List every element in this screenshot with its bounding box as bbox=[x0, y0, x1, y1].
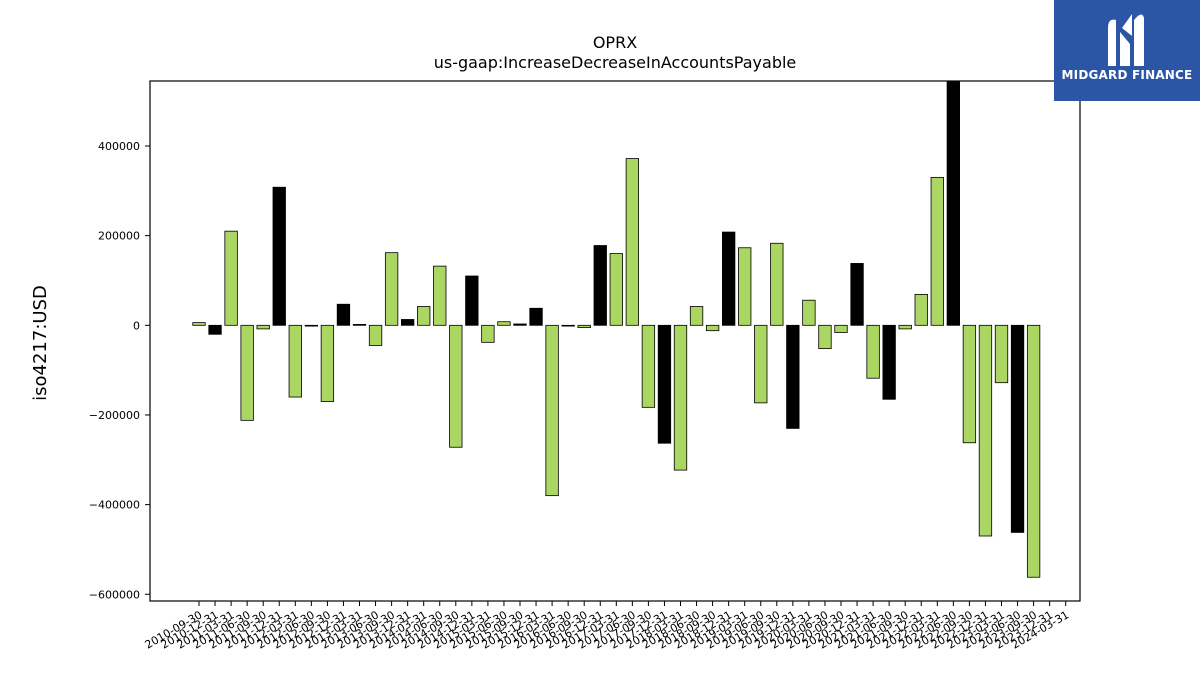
bar-2018-12-31 bbox=[722, 231, 736, 326]
bar-2021-06-30 bbox=[882, 324, 896, 400]
bar-2012-06-30 bbox=[304, 324, 319, 327]
bar-2018-09-30 bbox=[705, 324, 720, 332]
bar-2019-06-30 bbox=[754, 324, 768, 404]
bar-2020-03-31 bbox=[802, 299, 816, 326]
bar-2014-09-30 bbox=[449, 324, 463, 448]
bar-2017-03-31 bbox=[609, 253, 623, 326]
bar-2014-03-31 bbox=[417, 306, 431, 326]
bar-2014-12-31 bbox=[465, 275, 479, 326]
bar-2020-09-30 bbox=[834, 324, 848, 333]
bar-2015-03-31 bbox=[481, 324, 495, 343]
bar-2018-06-30 bbox=[689, 306, 704, 326]
bar-2022-12-31 bbox=[978, 324, 993, 537]
y-tick-label: 200000 bbox=[98, 230, 140, 243]
chart-subtitle: us-gaap:IncreaseDecreaseInAccountsPayabl… bbox=[434, 53, 797, 72]
bar-2011-06-30 bbox=[240, 324, 254, 421]
bar-2011-12-31 bbox=[272, 186, 286, 326]
bar-2022-03-31 bbox=[930, 176, 944, 326]
bar-2012-12-31 bbox=[336, 303, 351, 326]
bar-2020-06-30 bbox=[818, 324, 832, 350]
chart-title: OPRX bbox=[593, 33, 637, 52]
bar-2019-09-30 bbox=[770, 242, 784, 326]
bar-2019-03-31 bbox=[738, 247, 752, 326]
bar-2014-06-30 bbox=[433, 265, 447, 326]
bar-2017-06-30 bbox=[625, 158, 639, 326]
bar-2021-12-31 bbox=[914, 293, 928, 326]
y-axis-label: iso4217:USD bbox=[30, 285, 51, 401]
bar-2021-09-30 bbox=[898, 324, 912, 330]
bar-2022-09-30 bbox=[962, 324, 977, 444]
y-tick-label: −600000 bbox=[89, 588, 140, 601]
midgard-logo-icon bbox=[1108, 14, 1144, 67]
bar-2016-06-30 bbox=[561, 324, 575, 327]
y-tick-label: 400000 bbox=[98, 140, 140, 153]
bar-2021-03-31 bbox=[866, 324, 880, 379]
bar-2016-09-30 bbox=[577, 324, 591, 328]
bar-2019-12-31 bbox=[786, 324, 800, 429]
bar-2017-09-30 bbox=[641, 324, 656, 408]
bar-2015-06-30 bbox=[497, 321, 511, 326]
plot-frame bbox=[149, 80, 1081, 602]
bar-2011-03-31 bbox=[224, 230, 238, 326]
bar-2013-12-31 bbox=[400, 319, 415, 326]
bar-2010-12-31 bbox=[208, 324, 222, 335]
bar-2012-09-30 bbox=[320, 324, 335, 402]
bar-2020-12-31 bbox=[850, 263, 864, 326]
bar-2010-09-30 bbox=[192, 322, 206, 326]
bar-2016-12-31 bbox=[593, 245, 607, 326]
bar-2023-03-31 bbox=[994, 324, 1009, 384]
bar-2011-09-30 bbox=[256, 324, 270, 330]
bar-2023-06-30 bbox=[1010, 324, 1025, 533]
bar-2012-03-31 bbox=[288, 324, 302, 398]
y-tick-label: 0 bbox=[133, 319, 140, 332]
bar-2023-09-30 bbox=[1026, 324, 1041, 578]
bar-2015-09-30 bbox=[513, 323, 527, 326]
bar-2013-09-30 bbox=[384, 252, 399, 326]
bar-2017-12-31 bbox=[657, 324, 672, 444]
bar-2013-06-30 bbox=[368, 324, 383, 346]
bar-2015-12-31 bbox=[529, 307, 543, 326]
bar-2013-03-31 bbox=[352, 324, 367, 326]
brand-logo: MIDGARD FINANCE bbox=[1054, 0, 1200, 101]
logo-text: MIDGARD FINANCE bbox=[1061, 68, 1193, 82]
bar-2016-03-31 bbox=[545, 324, 559, 497]
bar-2018-03-31 bbox=[673, 324, 688, 471]
bars-group bbox=[192, 80, 1041, 578]
y-tick-label: −200000 bbox=[89, 409, 140, 422]
x-axis: 2010-09-302010-12-312011-03-312011-06-30… bbox=[143, 601, 1071, 652]
y-axis: −600000 −400000 −200000 0 200000 400000 bbox=[89, 140, 150, 601]
y-tick-label: −400000 bbox=[89, 499, 140, 512]
bar-2022-06-30 bbox=[946, 80, 960, 326]
